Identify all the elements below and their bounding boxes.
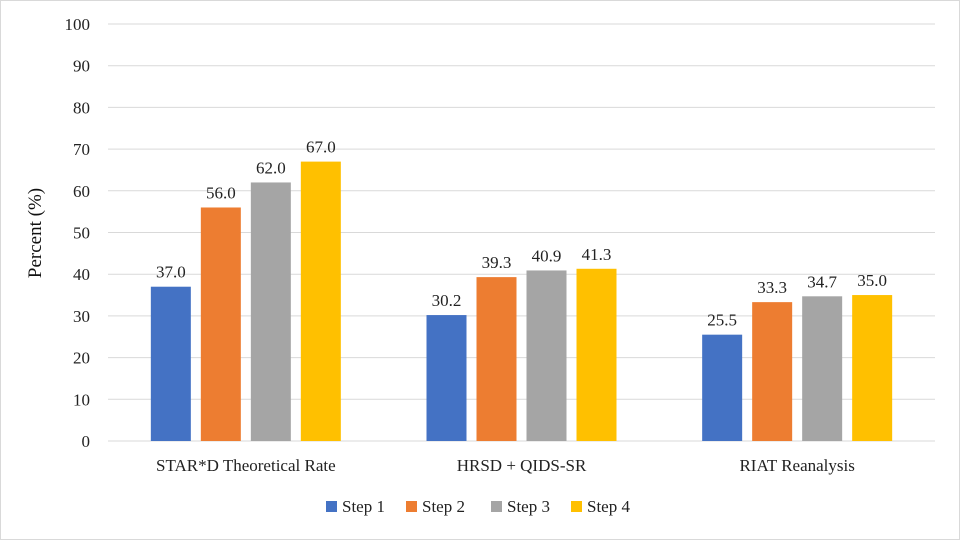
data-label: 39.3: [482, 253, 512, 272]
data-label: 41.3: [582, 245, 612, 264]
bar: [752, 302, 793, 441]
bar: [250, 182, 291, 441]
data-label: 30.2: [432, 291, 462, 310]
bar: [150, 286, 191, 441]
data-label: 33.3: [757, 278, 787, 297]
x-category-label: RIAT Reanalysis: [739, 456, 854, 475]
gridlines: [108, 23, 935, 442]
legend-swatch: [571, 501, 582, 512]
x-category-label: STAR*D Theoretical Rate: [156, 456, 336, 475]
y-tick-label: 70: [73, 140, 90, 159]
bar: [852, 295, 893, 441]
bar: [526, 270, 567, 441]
data-label: 35.0: [857, 271, 887, 290]
data-labels: 37.0 56.0 62.0 67.0 30.2 39.3 40.9 41.3 25.5 33.3…: [156, 138, 887, 330]
x-category-label: HRSD + QIDS-SR: [457, 456, 587, 475]
y-tick-label: 100: [65, 15, 91, 34]
y-tick-label: 80: [73, 98, 90, 117]
legend: Step 1 Step 2 Step 3 Step 4: [326, 497, 630, 516]
data-label: 37.0: [156, 263, 186, 282]
legend-label: Step 2: [422, 497, 465, 516]
bar: [426, 315, 467, 441]
bar: [802, 296, 843, 441]
data-label: 56.0: [206, 183, 236, 202]
bar: [476, 277, 517, 441]
bar: [702, 334, 743, 441]
y-tick-label: 30: [73, 307, 90, 326]
y-tick-label: 10: [73, 390, 90, 409]
legend-label: Step 4: [587, 497, 630, 516]
y-axis-ticks: 0 10 20 30 40 50 60 70 80 90 100: [65, 15, 91, 451]
y-tick-label: 90: [73, 57, 90, 76]
bar: [200, 207, 241, 441]
data-label: 67.0: [306, 138, 336, 157]
y-tick-label: 60: [73, 182, 90, 201]
data-label: 62.0: [256, 158, 286, 177]
bar: [576, 268, 617, 441]
y-axis-label: Percent (%): [25, 188, 46, 278]
data-label: 25.5: [707, 311, 737, 330]
y-tick-label: 50: [73, 224, 90, 243]
y-tick-label: 20: [73, 349, 90, 368]
bar: [300, 161, 341, 442]
data-label: 34.7: [807, 272, 837, 291]
legend-label: Step 1: [342, 497, 385, 516]
y-tick-label: 0: [82, 432, 91, 451]
category-labels: STAR*D Theoretical Rate HRSD + QIDS-SR RIA…: [156, 456, 855, 475]
bars: [150, 161, 893, 442]
legend-swatch: [326, 501, 337, 512]
legend-swatch: [491, 501, 502, 512]
data-label: 40.9: [532, 246, 562, 265]
legend-swatch: [406, 501, 417, 512]
y-tick-label: 40: [73, 265, 90, 284]
legend-label: Step 3: [507, 497, 550, 516]
